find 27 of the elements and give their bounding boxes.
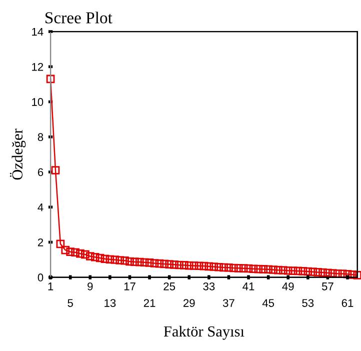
x2-tick-label: 5 (68, 299, 73, 307)
y-tick-label: 14 (32, 28, 44, 36)
x-tick-label: 1 (48, 282, 54, 290)
y-tick-label: 2 (38, 238, 44, 246)
x-tick-label: 17 (124, 282, 136, 290)
chart-title: Scree Plot (46, 12, 112, 24)
x-axis-title: Faktör Sayısı (164, 326, 244, 340)
x2-tick-label: 21 (144, 299, 156, 307)
x2-tick-label: 13 (104, 299, 116, 307)
x2-tick-label: 45 (262, 299, 274, 307)
x2-tick-label: 29 (184, 299, 195, 307)
y-tick-label: 12 (32, 62, 44, 71)
y-tick-label: 0 (38, 274, 44, 282)
x2-tick-label: 53 (302, 299, 314, 307)
y-tick-label: 8 (38, 133, 44, 142)
x-tick-label: 25 (164, 282, 176, 290)
y-tick-label: 4 (38, 203, 44, 212)
x2-tick-label: 37 (222, 299, 234, 307)
x-tick-label: 33 (203, 282, 215, 290)
y-tick-label: 10 (32, 98, 44, 106)
x-tick-label: 9 (88, 282, 93, 290)
x-tick-label: 41 (242, 282, 254, 290)
x2-tick-label: 61 (342, 299, 354, 307)
x-tick-label: 57 (322, 282, 334, 290)
y-tick-label: 6 (38, 168, 44, 176)
x-tick-label: 49 (282, 282, 294, 290)
y-axis-title: Özdeğer (10, 128, 26, 180)
